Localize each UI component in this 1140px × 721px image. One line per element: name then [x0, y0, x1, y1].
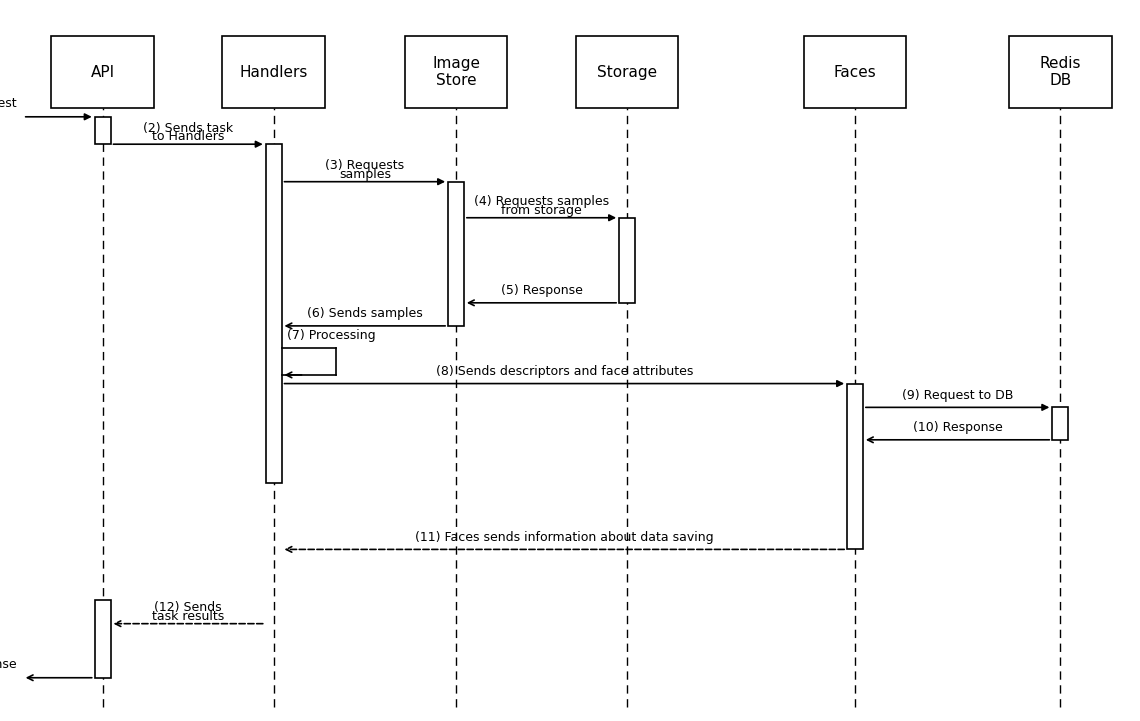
Bar — [51, 36, 154, 108]
Text: (5) Response: (5) Response — [500, 284, 583, 297]
Bar — [266, 144, 282, 483]
Text: (11) Faces sends information about data saving: (11) Faces sends information about data … — [415, 531, 714, 544]
Text: Faces: Faces — [833, 65, 877, 79]
Bar — [448, 182, 464, 326]
Text: (3) Requests: (3) Requests — [325, 159, 405, 172]
Text: to Handlers: to Handlers — [152, 131, 225, 143]
Text: API: API — [90, 65, 115, 79]
Text: (7) Processing: (7) Processing — [287, 329, 376, 342]
Bar — [576, 36, 678, 108]
Text: (12) Sends: (12) Sends — [154, 601, 222, 614]
Text: Handlers: Handlers — [239, 65, 308, 79]
Text: from storage: from storage — [502, 204, 581, 217]
Bar — [95, 600, 111, 678]
Bar — [1009, 36, 1112, 108]
Text: (10) Response: (10) Response — [913, 421, 1002, 434]
Text: task results: task results — [152, 610, 225, 623]
Text: samples: samples — [339, 168, 391, 181]
Bar — [222, 36, 325, 108]
Text: (6) Sends samples: (6) Sends samples — [307, 307, 423, 320]
Text: Storage: Storage — [597, 65, 657, 79]
Bar — [405, 36, 507, 108]
Bar — [95, 117, 111, 144]
Text: (9) Request to DB: (9) Request to DB — [902, 389, 1013, 402]
Text: Image
Store: Image Store — [432, 56, 480, 88]
Bar — [1052, 407, 1068, 440]
Text: (4) Requests samples: (4) Requests samples — [474, 195, 609, 208]
Text: (8) Sends descriptors and face attributes: (8) Sends descriptors and face attribute… — [435, 365, 693, 378]
Text: (13) Response: (13) Response — [0, 658, 17, 671]
Text: (2) Sends task: (2) Sends task — [142, 122, 234, 135]
Bar — [804, 36, 906, 108]
Text: (1) Request: (1) Request — [0, 97, 17, 110]
Text: Redis
DB: Redis DB — [1040, 56, 1081, 88]
Bar — [619, 218, 635, 303]
Bar — [847, 384, 863, 549]
